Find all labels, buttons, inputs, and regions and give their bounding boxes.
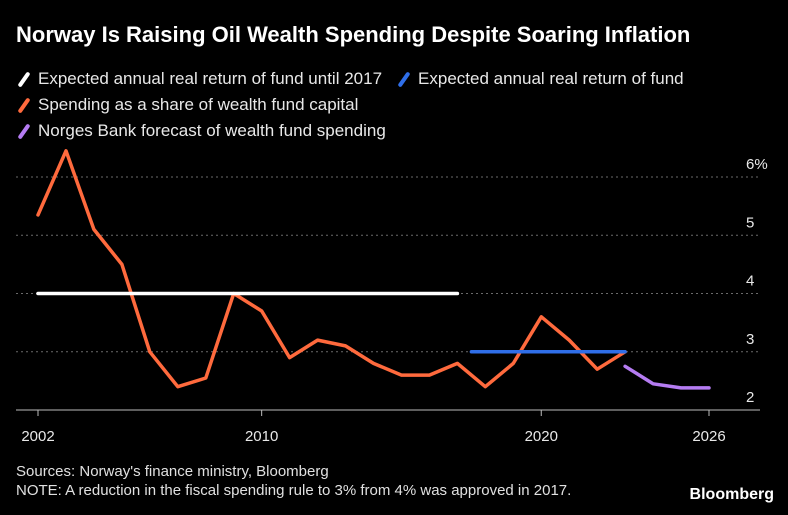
footer: Sources: Norway's finance ministry, Bloo… [16, 462, 571, 500]
legend-item-return: Expected annual real return of fund [396, 69, 684, 89]
series-line-0 [36, 149, 627, 389]
legend-label: Spending as a share of wealth fund capit… [38, 95, 359, 114]
legend-label: Expected annual real return of fund [418, 69, 684, 88]
legend-row: Spending as a share of wealth fund capit… [16, 92, 776, 118]
x-tick-label: 2026 [692, 428, 725, 445]
legend-row: Norges Bank forecast of wealth fund spen… [16, 118, 776, 144]
y-tick-label: 3 [746, 331, 754, 348]
chart-title: Norway Is Raising Oil Wealth Spending De… [16, 22, 691, 47]
legend-item-forecast: Norges Bank forecast of wealth fund spen… [16, 121, 386, 141]
y-tick-label: 2 [746, 389, 754, 406]
x-tick-label: 2020 [525, 428, 558, 445]
legend-item-spending: Spending as a share of wealth fund capit… [16, 95, 358, 115]
bloomberg-logo: Bloomberg [689, 486, 774, 503]
legend-label: Expected annual real return of fund unti… [38, 69, 383, 88]
legend: Expected annual real return of fund unti… [16, 66, 776, 144]
legend-label: Norges Bank forecast of wealth fund spen… [38, 121, 386, 140]
y-tick-label: 5 [746, 214, 754, 231]
legend-item-return-until-2017: Expected annual real return of fund unti… [16, 69, 382, 89]
note-text: NOTE: A reduction in the fiscal spending… [16, 482, 572, 499]
series-line-3 [623, 364, 711, 390]
legend-row: Expected annual real return of fund unti… [16, 66, 776, 92]
y-tick-label: 4 [746, 273, 754, 290]
x-tick-label: 2002 [21, 428, 54, 445]
y-tick-label: 6% [746, 156, 768, 173]
x-tick-label: 2010 [245, 428, 278, 445]
sources-text: Sources: Norway's finance ministry, Bloo… [16, 463, 329, 480]
